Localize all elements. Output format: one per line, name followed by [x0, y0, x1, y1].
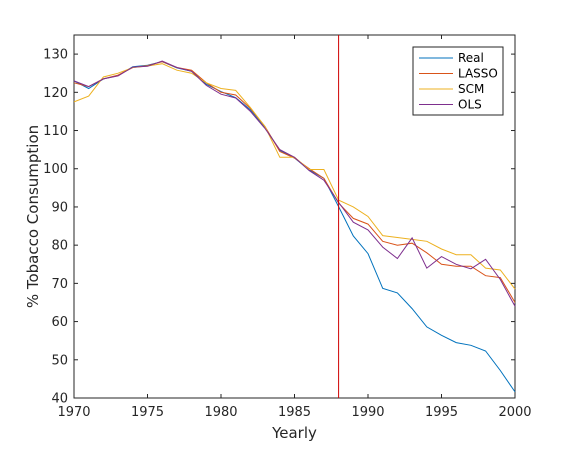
y-tick-label: 100 — [43, 162, 68, 177]
y-tick-label: 50 — [51, 353, 68, 368]
x-tick-label: 2000 — [498, 405, 531, 420]
y-tick-label: 60 — [51, 315, 68, 330]
x-tick-label: 1985 — [278, 405, 311, 420]
y-tick-label: 110 — [43, 124, 68, 139]
y-tick-label: 130 — [43, 48, 68, 63]
y-tick-label: 80 — [51, 239, 68, 254]
x-tick-label: 1980 — [204, 405, 237, 420]
series-layer — [73, 35, 516, 398]
x-tick-label: 1990 — [351, 405, 384, 420]
legend-label-ols: OLS — [458, 98, 482, 112]
series-line-ols — [73, 60, 516, 307]
y-tick-label: 120 — [43, 86, 68, 101]
y-tick-label: 90 — [51, 200, 68, 215]
x-tick-label: 1995 — [425, 405, 458, 420]
legend-label-lasso: LASSO — [458, 67, 498, 81]
x-tick-label: 1970 — [57, 405, 90, 420]
legend-label-scm: SCM — [458, 82, 484, 96]
x-tick-label: 1975 — [131, 405, 164, 420]
axis-layer: 1970 1975 1980 1985 1990 1995 2000 40 50 60 70 80 90… — [43, 35, 532, 420]
y-axis-label: % Tobacco Consumption — [24, 125, 42, 308]
x-axis-label: Yearly — [271, 424, 317, 442]
y-tick-label: 40 — [51, 392, 68, 407]
legend-label-real: Real — [458, 51, 484, 65]
y-tick-label: 70 — [51, 277, 68, 292]
